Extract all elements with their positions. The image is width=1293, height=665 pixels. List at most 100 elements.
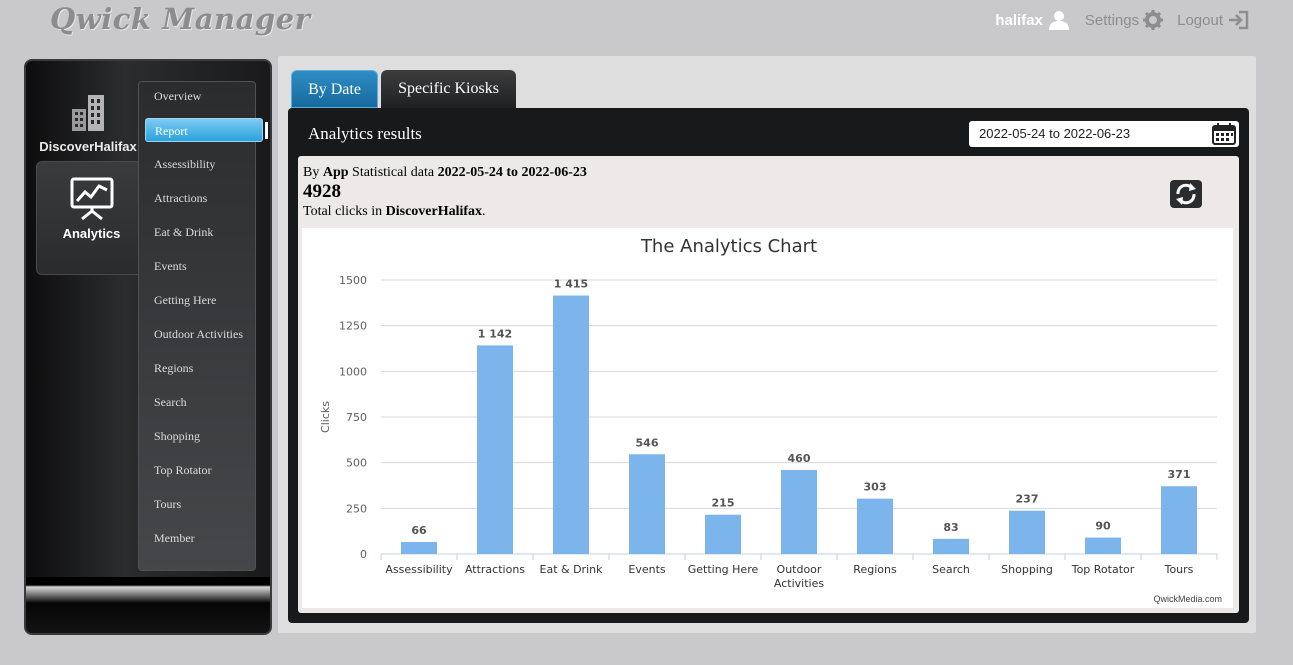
main-content: By Date Specific Kiosks Analytics result… xyxy=(278,56,1256,633)
x-tick-label: Shopping xyxy=(1001,563,1053,576)
x-tick-label: Top Rotator xyxy=(1071,563,1135,576)
x-tick-label: Attractions xyxy=(465,563,525,576)
username: halifax xyxy=(995,11,1043,29)
analytics-board-icon xyxy=(69,176,115,221)
data-label: 66 xyxy=(411,524,427,537)
data-label: 215 xyxy=(712,497,735,510)
building-icon xyxy=(68,93,108,133)
app-logo: Qwick Manager xyxy=(50,2,311,36)
y-tick-label: 750 xyxy=(346,411,367,424)
logout-label: Logout xyxy=(1177,11,1223,29)
submenu-item[interactable]: Attractions xyxy=(154,191,208,205)
sidebar-base xyxy=(26,577,270,633)
chart-bar xyxy=(781,469,817,554)
submenu-item[interactable]: Assessibility xyxy=(154,157,216,171)
x-tick-label: Tours xyxy=(1164,563,1194,576)
total-period: . xyxy=(482,204,486,219)
x-tick-label: Outdoor xyxy=(777,563,822,576)
data-label: 237 xyxy=(1016,493,1039,506)
user-menu[interactable]: halifax xyxy=(995,10,1071,30)
chart-credit[interactable]: QwickMedia.com xyxy=(1153,594,1222,604)
submenu-item[interactable]: Events xyxy=(154,259,187,273)
x-tick-label: Assessibility xyxy=(385,563,453,576)
y-tick-label: 0 xyxy=(360,548,367,561)
report-submenu: Overview Report Assessibility Attractions Ea… xyxy=(138,81,268,571)
submenu-item[interactable]: Regions xyxy=(154,361,194,375)
data-label: 83 xyxy=(943,521,958,534)
submenu-item[interactable]: Top Rotator xyxy=(154,463,212,477)
submenu-item[interactable]: Member xyxy=(154,531,195,545)
app-tile-label: DiscoverHalifax xyxy=(39,139,137,154)
tab-by-date[interactable]: By Date xyxy=(291,70,378,108)
data-label: 460 xyxy=(788,452,811,465)
analytics-tile-label: Analytics xyxy=(62,226,121,241)
left-sidebar: DiscoverHalifax Analytics Overview Report… xyxy=(24,59,272,635)
analytics-chart: The Analytics Chart 0 250 500 750 1000 1250 150… xyxy=(319,236,1218,590)
refresh-button[interactable] xyxy=(1170,180,1202,208)
total-clicks: 4928 xyxy=(303,181,341,202)
x-tick-label: Regions xyxy=(853,563,897,576)
summary-stat-text: Statistical data xyxy=(352,165,435,180)
data-label: 1 415 xyxy=(554,278,588,291)
submenu-item[interactable]: Report xyxy=(145,118,263,142)
tab-specific-kiosks[interactable]: Specific Kiosks xyxy=(381,70,516,108)
chart-container: The Analytics Chart 0 250 500 750 1000 1250 150… xyxy=(302,228,1233,608)
summary-app: App xyxy=(322,165,349,180)
x-tick-label: Activities xyxy=(774,577,824,590)
x-tick-label: Search xyxy=(932,563,970,576)
refresh-icon xyxy=(1170,183,1202,212)
submenu-item[interactable]: Getting Here xyxy=(154,293,217,307)
data-label: 371 xyxy=(1168,468,1191,481)
submenu-item[interactable]: Outdoor Activities xyxy=(154,327,243,341)
x-tick-label: Getting Here xyxy=(688,563,759,576)
summary-line: By App Statistical data 2022-05-24 to 20… xyxy=(303,164,587,181)
app-tile[interactable]: DiscoverHalifax xyxy=(36,85,140,165)
submenu-item[interactable]: Overview xyxy=(154,89,202,103)
total-prefix: Total clicks in xyxy=(303,204,383,219)
total-app-name: DiscoverHalifax xyxy=(385,204,483,219)
gear-icon xyxy=(1143,10,1164,30)
logout-icon xyxy=(1227,10,1249,30)
top-navigation: halifax Settings Logout xyxy=(995,10,1249,30)
chart-bar xyxy=(1161,486,1197,554)
date-range-input[interactable]: 2022-05-24 to 2022-06-23 xyxy=(969,121,1239,147)
y-tick-label: 500 xyxy=(346,457,367,470)
total-caption: Total clicks in DiscoverHalifax. xyxy=(303,203,587,220)
chart-bar xyxy=(933,538,969,554)
chart-title: The Analytics Chart xyxy=(640,236,817,257)
chart-bar xyxy=(401,541,437,554)
summary-block: By App Statistical data 2022-05-24 to 20… xyxy=(303,164,587,220)
data-label: 1 142 xyxy=(478,327,512,340)
y-axis-label: Clicks xyxy=(319,401,332,433)
submenu-item[interactable]: Eat & Drink xyxy=(154,225,214,239)
data-label: 546 xyxy=(636,436,659,449)
y-tick-label: 1000 xyxy=(339,365,367,378)
settings-link[interactable]: Settings xyxy=(1084,10,1164,30)
summary-by: By xyxy=(303,165,320,180)
chart-bar xyxy=(705,514,741,554)
analytics-panel: By App Statistical data 2022-05-24 to 20… xyxy=(298,156,1239,613)
x-tick-label: Events xyxy=(628,563,666,576)
chart-bar xyxy=(629,454,665,554)
y-tick-label: 1500 xyxy=(339,274,367,287)
chart-bar xyxy=(553,295,589,554)
settings-label: Settings xyxy=(1084,11,1140,29)
submenu-item[interactable]: Shopping xyxy=(154,429,201,443)
data-label: 303 xyxy=(864,481,887,494)
chart-bar xyxy=(857,498,893,554)
analytics-tile[interactable]: Analytics xyxy=(36,161,146,275)
user-icon xyxy=(1047,10,1071,30)
data-label: 90 xyxy=(1095,520,1111,533)
chart-bar xyxy=(1085,537,1121,554)
chart-bar xyxy=(1009,510,1045,554)
active-marker xyxy=(265,122,268,139)
submenu-item[interactable]: Tours xyxy=(154,497,182,511)
logout-link[interactable]: Logout xyxy=(1177,10,1249,30)
y-tick-label: 250 xyxy=(346,502,367,515)
calendar-icon[interactable] xyxy=(1212,123,1236,154)
date-range-value: 2022-05-24 to 2022-06-23 xyxy=(979,126,1131,141)
results-title: Analytics results xyxy=(308,124,422,143)
chart-bar xyxy=(477,345,513,554)
submenu-item[interactable]: Search xyxy=(154,395,187,409)
x-tick-label: Eat & Drink xyxy=(540,563,604,576)
